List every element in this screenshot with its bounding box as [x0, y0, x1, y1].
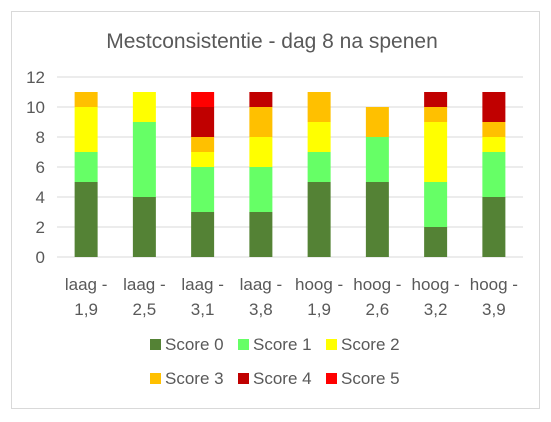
- bar-segment-4-score-4: [249, 92, 273, 107]
- y-tick-label-2: 2: [36, 218, 45, 237]
- x-category-label-6-line-2: 2,6: [366, 300, 390, 319]
- bar-segment-5-score-3: [307, 92, 331, 122]
- x-category-label-6-line-1: hoog -: [353, 275, 401, 294]
- x-category-label-3-line-1: laag -: [181, 275, 224, 294]
- bar-segment-2-score-1: [132, 122, 156, 197]
- bars: [74, 92, 506, 257]
- x-category-label-1-line-1: laag -: [65, 275, 108, 294]
- legend-swatch-score-5: [326, 373, 337, 384]
- y-tick-label-0: 0: [36, 248, 45, 267]
- bar-segment-2-score-0: [132, 197, 156, 257]
- x-category-label-2-line-1: laag -: [123, 275, 166, 294]
- legend-swatch-score-4: [238, 373, 249, 384]
- legend-swatch-score-1: [238, 339, 249, 350]
- x-category-label-7-line-1: hoog -: [412, 275, 460, 294]
- bar-segment-4-score-3: [249, 107, 273, 137]
- y-tick-label-10: 10: [26, 98, 45, 117]
- bar-segment-3-score-0: [191, 212, 215, 257]
- legend-label-score-0: Score 0: [165, 335, 224, 354]
- y-tick-label-6: 6: [36, 158, 45, 177]
- x-axis-labels: laag - 1,9 laag - 2,5 laag - 3,1 laag - 3,8 hoog…: [65, 275, 518, 319]
- bar-segment-6-score-0: [365, 182, 389, 257]
- legend-swatch-score-3: [150, 373, 161, 384]
- bar-segment-7-score-3: [424, 107, 448, 122]
- legend-swatch-score-0: [150, 339, 161, 350]
- x-category-label-8-line-2: 3,9: [482, 300, 506, 319]
- legend-label-score-5: Score 5: [341, 369, 400, 388]
- bar-segment-7-score-1: [424, 182, 448, 227]
- x-category-label-1-line-2: 1,9: [74, 300, 98, 319]
- bar-segment-7-score-0: [424, 227, 448, 257]
- bar-segment-5-score-2: [307, 122, 331, 152]
- y-tick-label-12: 12: [26, 68, 45, 87]
- bar-segment-1-score-2: [74, 107, 98, 152]
- y-tick-label-8: 8: [36, 128, 45, 147]
- bar-segment-4-score-1: [249, 167, 273, 212]
- legend-label-score-2: Score 2: [341, 335, 400, 354]
- bar-segment-6-score-3: [365, 107, 389, 137]
- bar-segment-8-score-4: [482, 92, 506, 122]
- legend-label-score-1: Score 1: [253, 335, 312, 354]
- x-category-label-4-line-1: laag -: [240, 275, 283, 294]
- bar-segment-1-score-0: [74, 182, 98, 257]
- bar-segment-8-score-3: [482, 122, 506, 137]
- x-category-label-2-line-2: 2,5: [133, 300, 157, 319]
- bar-segment-3-score-3: [191, 137, 215, 152]
- chart-title: Mestconsistentie - dag 8 na spenen: [106, 30, 438, 53]
- bar-segment-6-score-1: [365, 137, 389, 182]
- x-category-label-7-line-2: 3,2: [424, 300, 448, 319]
- bar-segment-3-score-1: [191, 167, 215, 212]
- legend-label-score-4: Score 4: [253, 369, 312, 388]
- legend-swatch-score-2: [326, 339, 337, 350]
- x-category-label-5-line-2: 1,9: [307, 300, 331, 319]
- x-category-label-3-line-2: 3,1: [191, 300, 215, 319]
- y-tick-label-4: 4: [36, 188, 45, 207]
- bar-segment-3-score-5: [191, 92, 215, 107]
- bar-segment-1-score-3: [74, 92, 98, 107]
- x-category-label-8-line-1: hoog -: [470, 275, 518, 294]
- bar-segment-7-score-2: [424, 122, 448, 182]
- x-category-label-5-line-1: hoog -: [295, 275, 343, 294]
- bar-segment-3-score-4: [191, 107, 215, 137]
- gridlines: [57, 76, 523, 258]
- bar-segment-2-score-2: [132, 92, 156, 122]
- bar-segment-5-score-1: [307, 152, 331, 182]
- bar-segment-4-score-0: [249, 212, 273, 257]
- legend: Score 0 Score 1 Score 2 Score 3 Score 4 Score…: [150, 335, 400, 388]
- legend-label-score-3: Score 3: [165, 369, 224, 388]
- bar-segment-8-score-0: [482, 197, 506, 257]
- bar-segment-1-score-1: [74, 152, 98, 182]
- x-category-label-4-line-2: 3,8: [249, 300, 273, 319]
- y-axis-ticks: 0 2 4 6 8 10 12: [26, 68, 45, 267]
- bar-segment-5-score-0: [307, 182, 331, 257]
- bar-segment-3-score-2: [191, 152, 215, 167]
- bar-segment-7-score-4: [424, 92, 448, 107]
- bar-segment-4-score-2: [249, 137, 273, 167]
- bar-segment-8-score-1: [482, 152, 506, 197]
- bar-segment-8-score-2: [482, 137, 506, 152]
